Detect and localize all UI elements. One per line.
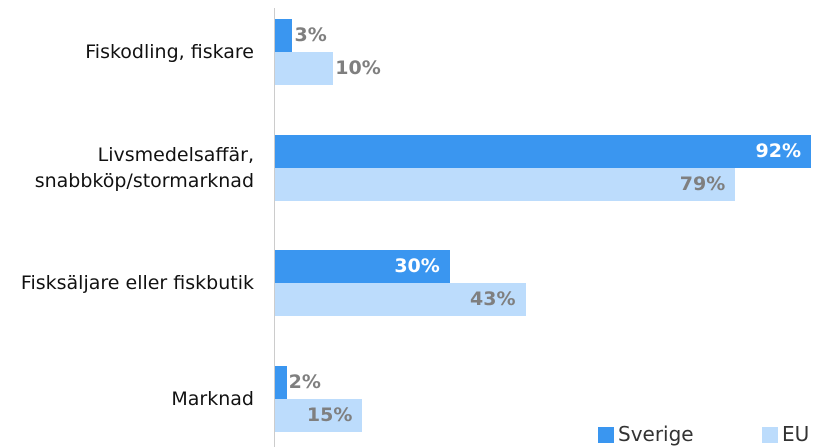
category-label: Marknad: [171, 387, 254, 410]
bar: [275, 398, 363, 432]
value-label: 92%: [755, 139, 801, 162]
value-label: 10%: [335, 57, 381, 79]
bar: [275, 167, 736, 201]
axis-line: [274, 8, 275, 447]
legend-swatch: [598, 427, 614, 443]
bar: [275, 365, 287, 399]
legend-label: EU: [782, 422, 810, 446]
bar: [275, 250, 450, 283]
category-label: Fisksäljare eller fiskbutik: [20, 272, 254, 294]
legend-swatch: [762, 427, 778, 443]
legend-label: Sverige: [618, 422, 694, 446]
bar: [275, 283, 526, 316]
bar: [275, 52, 334, 85]
value-label: 15%: [306, 403, 353, 426]
value-label: 43%: [470, 288, 516, 310]
bar: [275, 19, 293, 52]
category-label: Livsmedelsaffär, snabbköp/stormarknad: [34, 143, 254, 192]
bar: [275, 134, 811, 168]
value-label: 79%: [679, 172, 726, 195]
category-label: Fiskodling, fiskare: [85, 41, 254, 63]
value-label: 2%: [288, 370, 321, 393]
value-label: 3%: [294, 24, 327, 46]
value-label: 30%: [394, 255, 440, 277]
